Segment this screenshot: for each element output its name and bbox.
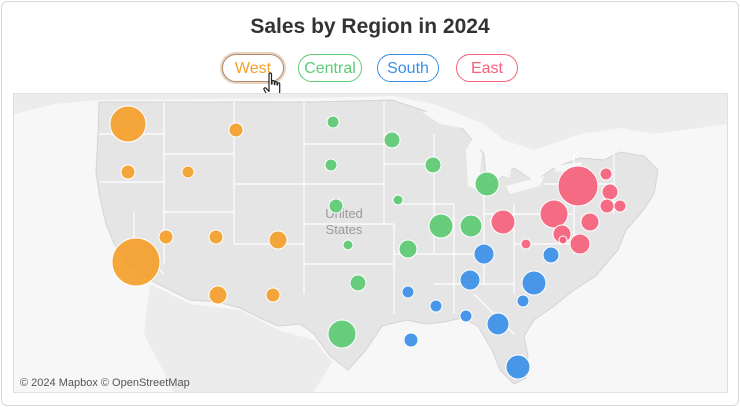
bubble-east-40[interactable]: [558, 235, 568, 245]
legend-button-south[interactable]: South: [377, 54, 439, 82]
bubble-central-18[interactable]: [398, 239, 418, 259]
mexico-area: [144, 284, 332, 392]
bubble-south-30[interactable]: [459, 309, 473, 323]
bubble-west-0[interactable]: [109, 105, 147, 143]
bubble-east-37[interactable]: [520, 238, 532, 250]
bubble-south-26[interactable]: [459, 269, 481, 291]
legend-label-west: West: [234, 60, 272, 77]
bubble-east-44[interactable]: [613, 199, 627, 213]
bubble-east-39[interactable]: [569, 233, 591, 255]
bubble-west-7[interactable]: [111, 237, 161, 287]
state-borders: [99, 102, 615, 335]
bubble-central-22[interactable]: [327, 319, 357, 349]
map-canvas: United States: [14, 94, 727, 392]
country-label-line-2: States: [326, 222, 363, 237]
bubble-south-25[interactable]: [401, 285, 415, 299]
map-attribution: © 2024 Mapbox © OpenStreetMap: [20, 377, 190, 389]
bubble-west-1[interactable]: [228, 122, 244, 138]
bubble-west-2[interactable]: [120, 164, 136, 180]
bubble-south-29[interactable]: [516, 294, 530, 308]
bubble-east-45[interactable]: [580, 212, 600, 232]
legend-label-east: East: [470, 60, 503, 77]
us-landmass: [95, 99, 659, 385]
bubble-central-21[interactable]: [349, 274, 367, 292]
legend-label-central: Central: [304, 60, 356, 77]
bubble-east-36[interactable]: [490, 209, 516, 235]
bubble-central-15[interactable]: [392, 194, 404, 206]
bubble-east-34[interactable]: [557, 165, 599, 207]
bubble-west-3[interactable]: [181, 165, 195, 179]
bubble-west-9[interactable]: [265, 287, 281, 303]
legend-button-central[interactable]: Central: [298, 54, 362, 82]
bubble-west-4[interactable]: [158, 229, 174, 245]
legend-button-east[interactable]: East: [456, 54, 518, 82]
page-title: Sales by Region in 2024: [250, 15, 490, 38]
bubble-west-8[interactable]: [208, 285, 228, 305]
bubble-central-13[interactable]: [424, 156, 442, 174]
lake-huron: [492, 152, 512, 178]
bubble-central-20[interactable]: [459, 214, 483, 238]
bubble-central-10[interactable]: [326, 115, 340, 129]
bubble-west-5[interactable]: [208, 229, 224, 245]
bubble-central-12[interactable]: [324, 158, 338, 172]
sales-bubbles: [109, 105, 627, 380]
bubble-central-16[interactable]: [342, 239, 354, 251]
bubble-central-11[interactable]: [383, 131, 401, 149]
bubble-south-23[interactable]: [473, 243, 495, 265]
bubble-south-31[interactable]: [486, 312, 510, 336]
legend-button-west[interactable]: West: [222, 54, 284, 82]
legend-label-south: South: [387, 60, 429, 77]
bubble-south-33[interactable]: [505, 354, 531, 380]
bubble-central-19[interactable]: [428, 213, 454, 239]
bubble-west-6[interactable]: [268, 230, 288, 250]
lake-erie: [506, 176, 544, 194]
canada-area: [14, 94, 727, 150]
bubble-south-28[interactable]: [429, 299, 443, 313]
bubble-central-17[interactable]: [474, 171, 500, 197]
bubble-east-42[interactable]: [601, 183, 619, 201]
bubble-south-27[interactable]: [521, 270, 547, 296]
region-legend: West Central South East: [0, 54, 740, 86]
sales-map[interactable]: United States © 2024 Mapbox © OpenStreet…: [13, 93, 728, 393]
bubble-south-24[interactable]: [542, 246, 560, 264]
bubble-east-43[interactable]: [599, 198, 615, 214]
bubble-east-41[interactable]: [599, 167, 613, 181]
bubble-south-32[interactable]: [403, 332, 419, 348]
bubble-central-14[interactable]: [328, 198, 344, 214]
bubble-east-35[interactable]: [539, 199, 569, 229]
